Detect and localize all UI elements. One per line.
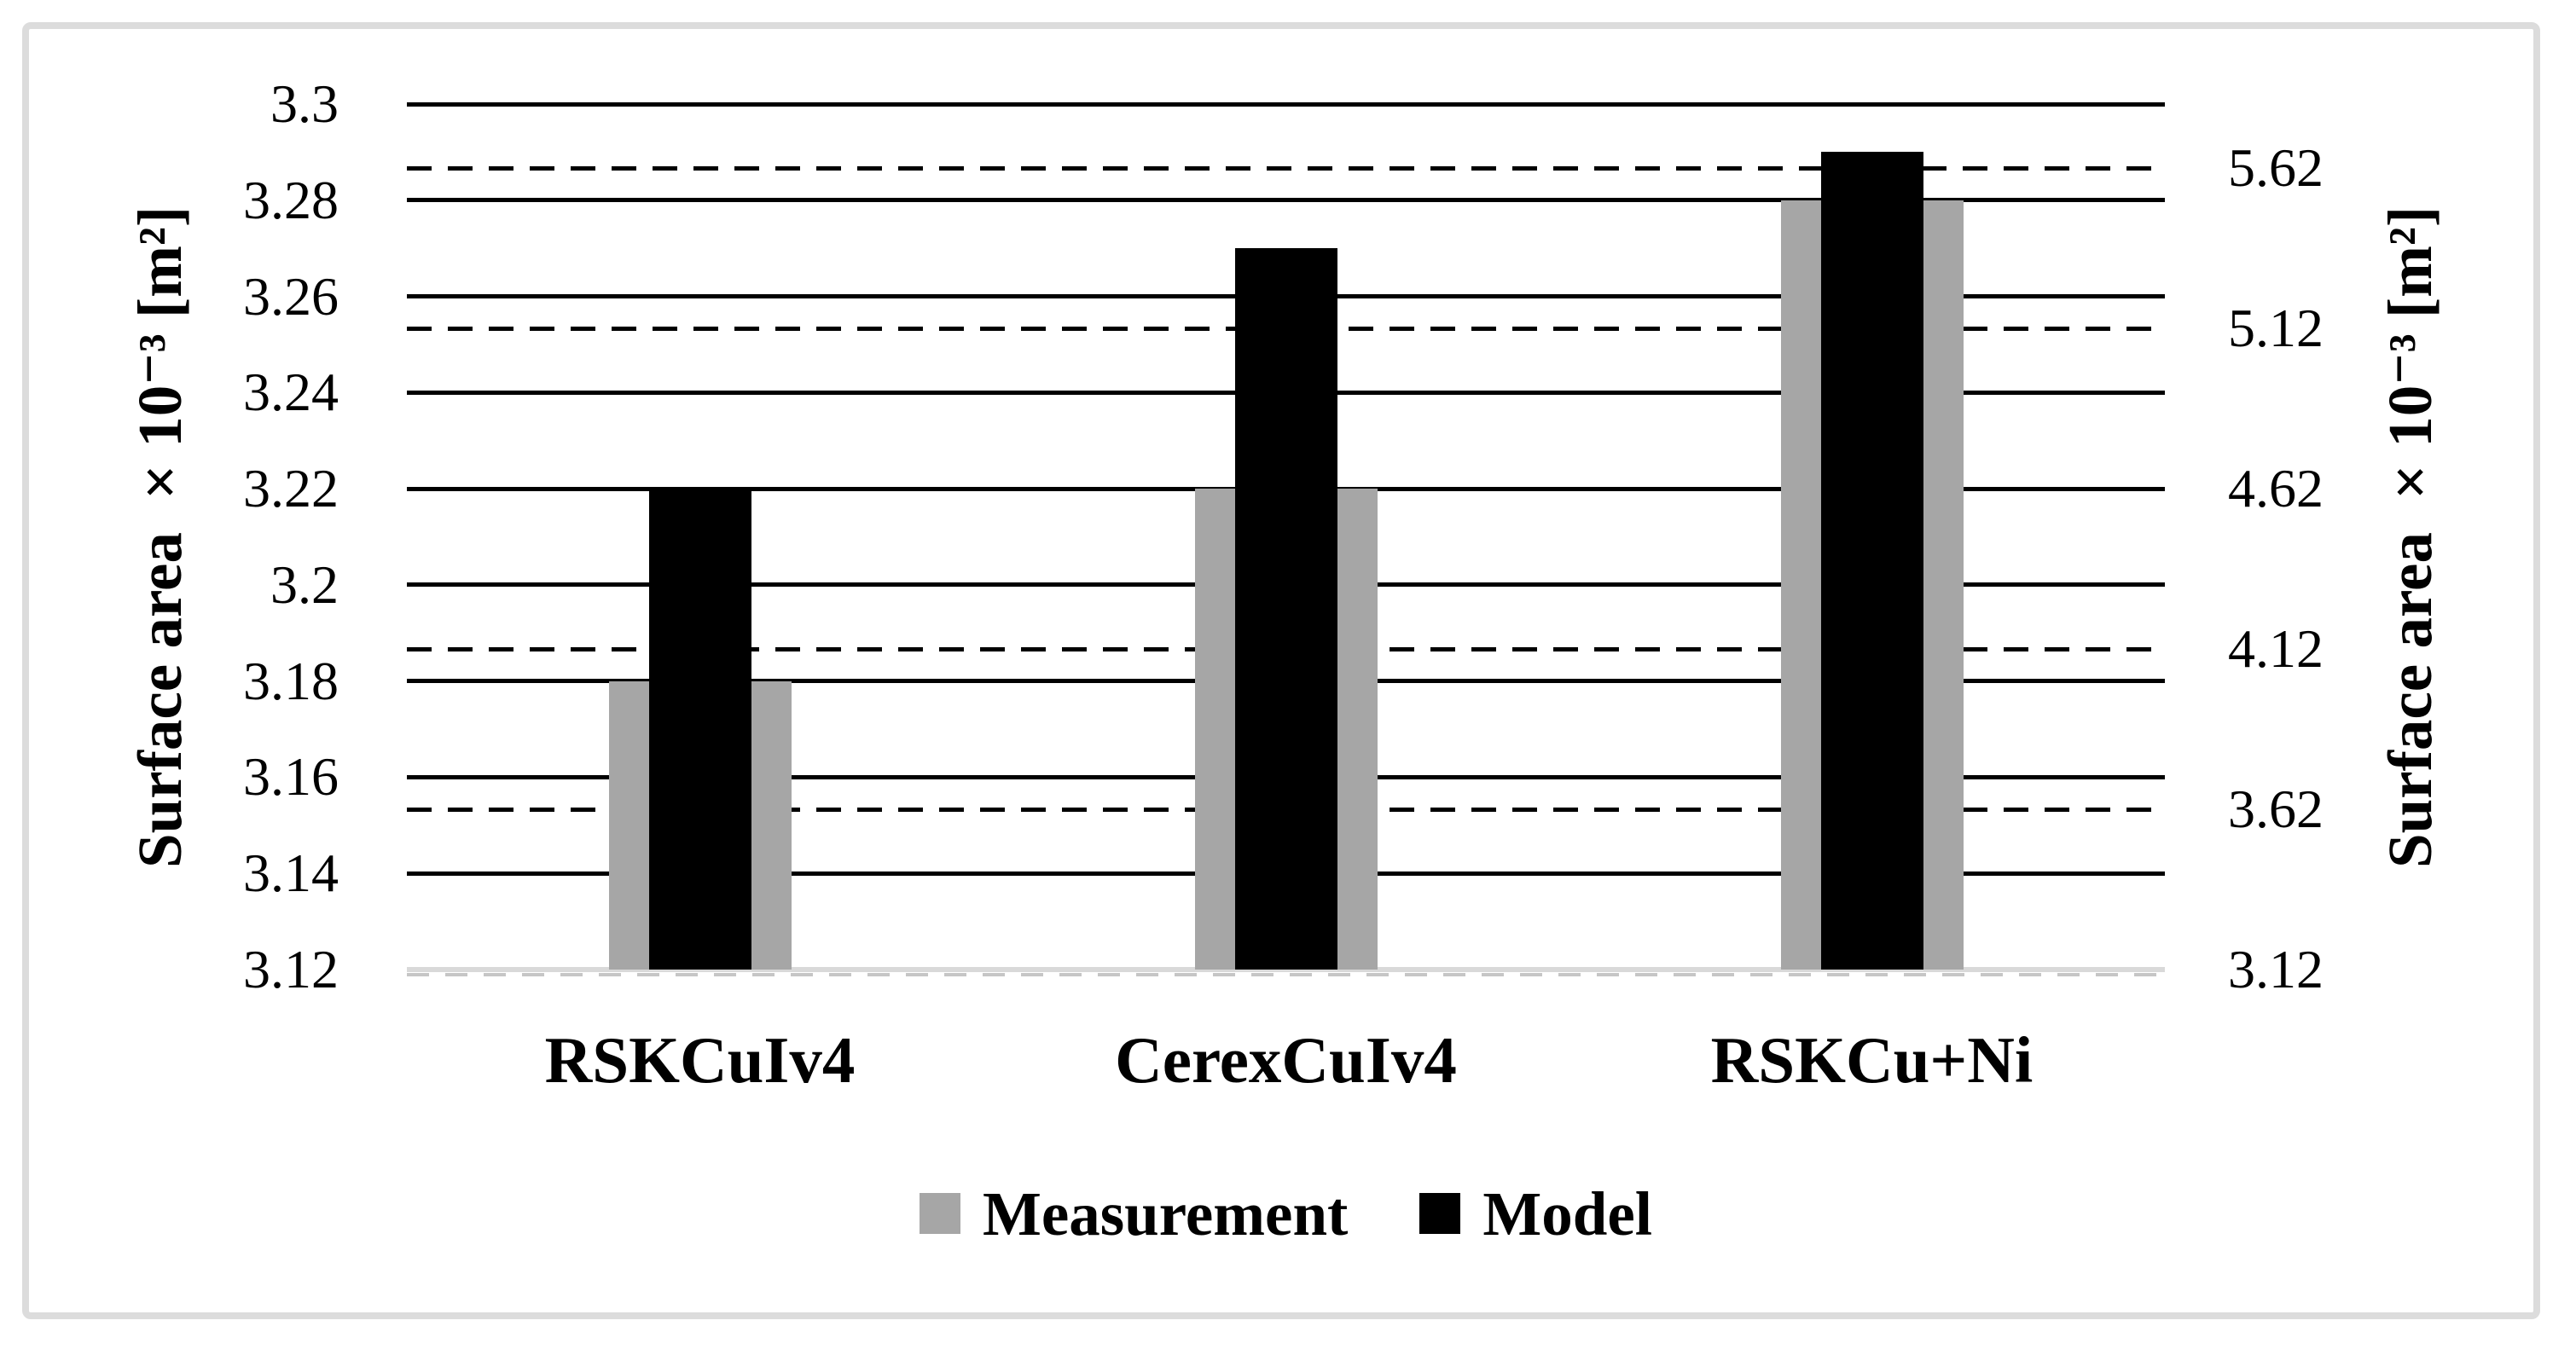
right-axis-title: Surface area ×10⁻³ [m²]: [2376, 206, 2445, 868]
right-tick-5.12: 5.12: [2228, 298, 2324, 359]
baseline-dashed-gridline: [407, 973, 2165, 976]
right-tick-4.62: 4.62: [2228, 458, 2324, 519]
plot-area: [407, 101, 2165, 976]
left-tick-3.28: 3.28: [243, 169, 339, 230]
category-label-CerexCuIv4: CerexCuIv4: [1115, 1023, 1457, 1097]
left-tick-3.12: 3.12: [243, 939, 339, 999]
left-tick-3.14: 3.14: [243, 843, 339, 904]
right-tick-4.12: 4.12: [2228, 618, 2324, 680]
legend: Measurement Model: [407, 1179, 2165, 1248]
left-axis-title: Surface area ×10⁻³ [m²]: [125, 206, 194, 868]
legend-item-model: Model: [1419, 1183, 1652, 1245]
right-tick-3.12: 3.12: [2228, 939, 2324, 999]
bar-model-RSKCuIv4: [648, 489, 751, 970]
left-axis-ticks: 3.3 3.28 3.26 3.24 3.22 3.2 3.18 3.16 3.14 3.12: [66, 77, 339, 997]
left-tick-3.3: 3.3: [270, 73, 339, 134]
baseline-gridline: [407, 967, 2165, 972]
right-tick-5.62: 5.62: [2228, 137, 2324, 199]
left-tick-3.18: 3.18: [243, 650, 339, 711]
left-tick-3.26: 3.26: [243, 265, 339, 327]
right-axis-ticks: 5.62 5.12 4.62 4.12 3.62 3.12: [2228, 104, 2501, 997]
x-axis-category-labels: RSKCuIv4 CerexCuIv4 RSKCu+Ni: [407, 970, 2165, 1140]
category-label-RSKCu+Ni: RSKCu+Ni: [1710, 1023, 2034, 1097]
left-tick-3.24: 3.24: [243, 362, 339, 423]
legend-label-measurement: Measurement: [982, 1178, 1349, 1248]
gridline-solid-3.28: [407, 198, 2165, 203]
gridline-dashed-5.62: [407, 165, 2165, 171]
bar-model-RSKCu+Ni: [1820, 152, 1923, 970]
gridline-solid-3.3: [407, 101, 2165, 107]
left-tick-3.16: 3.16: [243, 746, 339, 808]
bar-model-CerexCuIv4: [1234, 248, 1337, 970]
left-tick-3.2: 3.2: [270, 553, 339, 615]
category-label-RSKCuIv4: RSKCuIv4: [544, 1023, 856, 1097]
left-tick-3.22: 3.22: [243, 458, 339, 519]
legend-swatch-model: [1419, 1193, 1461, 1234]
right-tick-3.62: 3.62: [2228, 779, 2324, 840]
legend-swatch-measurement: [919, 1193, 960, 1234]
legend-item-measurement: Measurement: [919, 1178, 1349, 1248]
legend-label-model: Model: [1482, 1178, 1653, 1248]
